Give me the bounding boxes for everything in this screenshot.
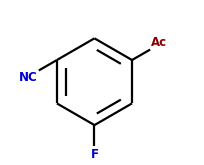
Text: Ac: Ac [150,36,166,49]
Text: F: F [90,148,98,161]
Text: NC: NC [19,71,38,84]
